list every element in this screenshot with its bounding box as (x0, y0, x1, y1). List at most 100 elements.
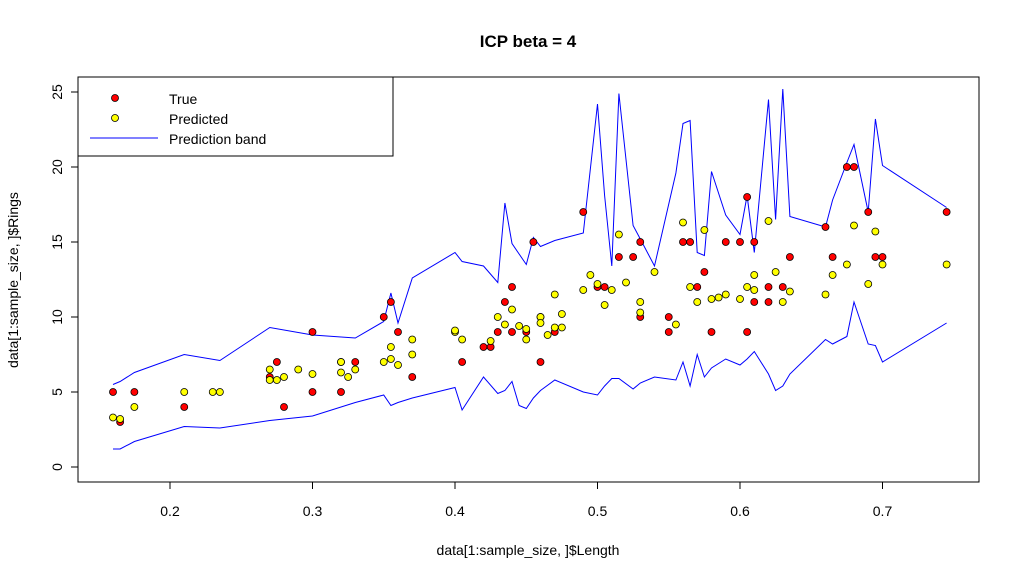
true-point (821, 223, 830, 231)
y-tick-label: 5 (49, 388, 65, 396)
true-point (109, 388, 117, 396)
true-point (386, 298, 395, 306)
predicted-point (500, 320, 509, 329)
true-point (337, 388, 345, 396)
predicted-point (750, 286, 759, 294)
predicted-point (878, 260, 887, 269)
predicted-point (714, 293, 723, 302)
predicted-point (508, 305, 516, 314)
predicted-point (408, 350, 417, 359)
true-point (942, 208, 951, 216)
true-point (850, 163, 858, 171)
predicted-point (636, 298, 645, 306)
x-tick-label: 0.6 (730, 503, 750, 519)
predicted-point (536, 319, 545, 327)
predicted-point (707, 295, 716, 303)
predicted-point (850, 221, 858, 230)
predicted-point (614, 230, 623, 239)
predicted-point (337, 368, 345, 377)
legend-true-marker (111, 94, 119, 102)
true-point (871, 253, 880, 261)
predicted-point (636, 308, 645, 317)
chart-title: ICP beta = 4 (480, 32, 577, 51)
predicted-point (180, 388, 189, 396)
y-tick-label: 15 (49, 234, 65, 250)
true-point (379, 313, 388, 321)
predicted-point (458, 335, 467, 344)
predicted-point (686, 283, 695, 291)
x-tick-label: 0.2 (160, 503, 180, 519)
true-point (508, 328, 516, 336)
predicted-point (109, 413, 117, 422)
legend-band-label: Prediction band (169, 131, 266, 147)
true-point (394, 328, 402, 336)
true-point (664, 313, 673, 321)
true-point (629, 253, 638, 261)
predicted-point (828, 271, 837, 279)
true-point (351, 358, 360, 366)
predicted-point (522, 335, 531, 344)
true-point (878, 253, 887, 261)
true-point (686, 238, 695, 246)
true-point (750, 298, 759, 306)
predicted-point (864, 280, 873, 288)
true-point (721, 238, 730, 246)
legend-predicted-marker (111, 114, 119, 122)
predicted-point (821, 290, 830, 299)
predicted-point (579, 286, 588, 294)
true-point (736, 238, 744, 246)
predicted-point (522, 325, 531, 333)
x-axis-label: data[1:sample_size, ]$Length (437, 542, 620, 558)
predicted-point (764, 217, 773, 225)
true-point (828, 253, 837, 261)
predicted-point (308, 370, 317, 378)
y-tick-label: 20 (49, 159, 65, 175)
predicted-point (736, 295, 744, 303)
predicted-point (700, 226, 709, 234)
y-tick-label: 10 (49, 309, 65, 325)
x-axis: 0.2 0.3 0.4 0.5 0.6 0.7 (160, 481, 893, 519)
predicted-point (116, 415, 125, 423)
predicted-point (557, 310, 566, 318)
true-point (600, 283, 609, 291)
legend-true-label: True (169, 91, 197, 107)
predicted-point (272, 376, 281, 384)
x-tick-label: 0.5 (588, 503, 608, 519)
x-tick-label: 0.7 (873, 503, 893, 519)
predicted-point (743, 283, 752, 291)
predicted-point (771, 268, 780, 276)
true-point (272, 358, 281, 366)
true-point (743, 193, 752, 201)
true-point (508, 283, 516, 291)
true-point (614, 253, 623, 261)
predicted-point (785, 287, 794, 296)
true-point (636, 238, 645, 246)
predicted-point (394, 361, 402, 369)
predicted-point (942, 260, 951, 269)
predicted-point (586, 271, 595, 279)
predicted-point (778, 298, 787, 306)
legend-predicted-label: Predicted (169, 111, 228, 127)
true-point (664, 328, 673, 336)
points (109, 163, 951, 426)
predicted-point (265, 376, 274, 384)
predicted-point (550, 323, 559, 332)
true-point (679, 238, 687, 246)
true-point (130, 388, 139, 396)
predicted-point (515, 322, 524, 330)
predicted-point (215, 388, 224, 396)
predicted-point (130, 403, 139, 411)
true-point (743, 328, 752, 336)
predicted-point (486, 337, 495, 345)
predicted-point (622, 278, 630, 287)
legend: True Predicted Prediction band (77, 76, 394, 157)
true-point (707, 328, 716, 336)
true-point (493, 328, 502, 336)
true-point (750, 238, 759, 246)
predicted-point (721, 290, 730, 299)
true-point (280, 403, 288, 411)
true-point (180, 403, 189, 411)
predicted-point (593, 280, 602, 288)
predicted-point (386, 355, 395, 363)
true-point (579, 208, 588, 216)
